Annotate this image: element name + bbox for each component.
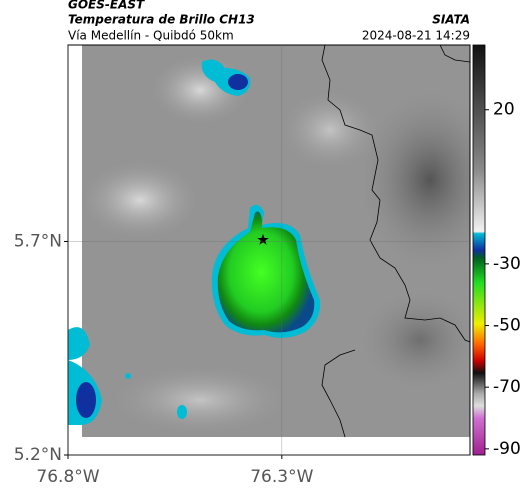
x-tick-label: 76.3°W	[250, 467, 313, 487]
map-image	[68, 45, 470, 455]
title: Temperatura de Brillo CH13	[68, 13, 255, 27]
agency: SIATA	[432, 13, 470, 27]
city-marker	[257, 234, 269, 245]
colorbar	[472, 44, 486, 456]
timestamp: 2024-08-21 14:29	[362, 29, 470, 43]
colorbar-tick-label: -30	[493, 254, 521, 274]
colorbar-tick-label: 20	[493, 100, 515, 120]
colorbar-tick-label: -90	[493, 439, 521, 459]
y-tick-label: 5.7°N	[14, 231, 62, 251]
colorbar-tick-label: -70	[493, 377, 521, 397]
y-tick-label: 5.2°N	[14, 445, 62, 465]
colorbar-tick-label: -50	[493, 316, 521, 336]
x-tick-label: 76.8°W	[36, 467, 99, 487]
source: GOES-EAST	[68, 0, 145, 12]
subtitle: Vía Medellín - Quibdó 50km	[68, 29, 234, 43]
